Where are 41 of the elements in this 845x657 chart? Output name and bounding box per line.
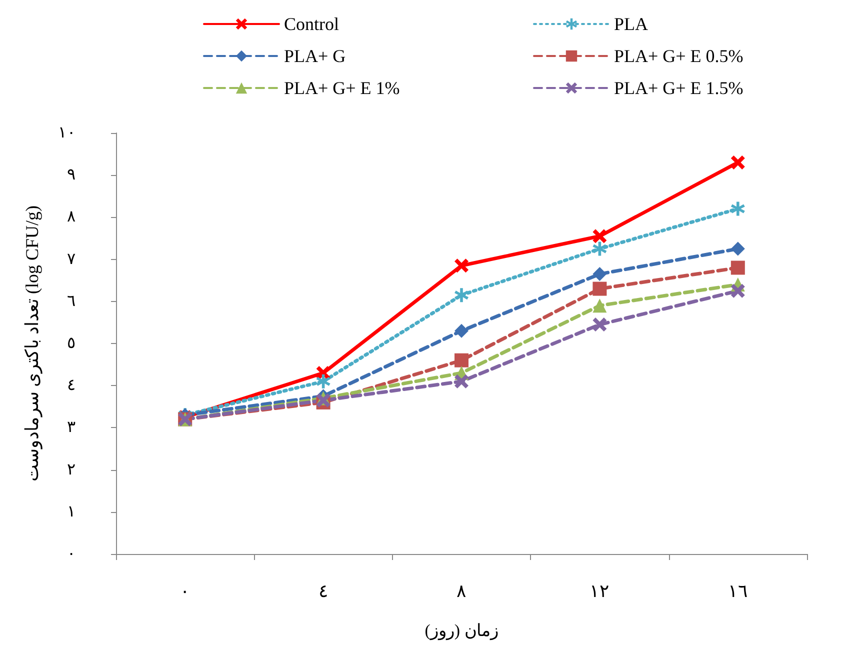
legend-label: PLA+ G+ E 0.5% xyxy=(614,46,744,66)
point xyxy=(454,324,468,338)
y-tick-label: ٥ xyxy=(67,335,76,352)
y-tick-label: ٧ xyxy=(67,250,76,268)
point xyxy=(454,353,468,368)
x-tick-label: ١٦ xyxy=(728,581,748,601)
y-tick-label: ٨ xyxy=(67,208,76,226)
point xyxy=(730,242,745,256)
legend-label: PLA+ G xyxy=(284,46,346,66)
point xyxy=(592,242,607,256)
point xyxy=(592,298,607,313)
point xyxy=(592,282,607,296)
y-tick-label: ٢ xyxy=(67,461,76,478)
legend-label: PLA+ G+ E 1% xyxy=(284,78,400,98)
point xyxy=(730,202,745,216)
legend-label: PLA+ G+ E 1.5% xyxy=(614,78,744,98)
x-tick-label: ١٢ xyxy=(590,581,610,601)
x-tick-label: ٠ xyxy=(180,581,190,601)
point xyxy=(730,260,745,275)
point xyxy=(592,229,607,244)
legend-label: Control xyxy=(284,14,340,34)
legend-label: PLA xyxy=(614,14,648,34)
point xyxy=(730,155,745,170)
x-tick-label: ٤ xyxy=(318,581,328,601)
x-axis-title: زمان (روز) xyxy=(424,621,498,641)
y-tick-label: ٠ xyxy=(67,546,76,562)
point xyxy=(454,288,468,302)
y-tick-label: ١٠ xyxy=(58,124,76,142)
y-tick-label: ١ xyxy=(67,503,76,520)
x-tick-label: ٨ xyxy=(456,581,466,601)
y-axis-title: تعداد باکتری سرمادوست (log CFU/g) xyxy=(22,205,43,482)
y-tick-label: ٦ xyxy=(67,292,76,310)
point xyxy=(592,318,607,332)
point xyxy=(454,258,468,273)
y-tick-label: ٣ xyxy=(67,419,76,436)
y-tick-label: ٤ xyxy=(67,377,76,394)
point xyxy=(454,374,468,388)
point xyxy=(730,284,745,298)
point xyxy=(592,267,607,282)
point xyxy=(316,374,330,388)
y-tick-label: ٩ xyxy=(67,166,76,184)
